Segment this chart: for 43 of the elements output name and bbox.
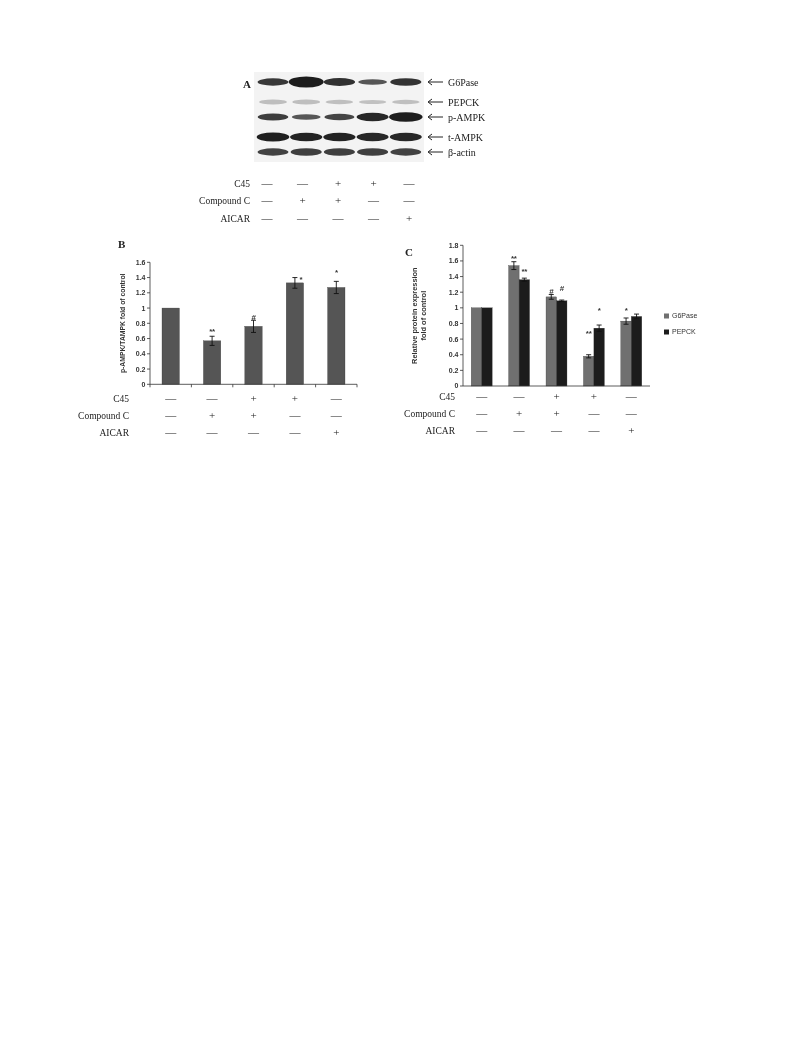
annotation: # <box>549 286 555 296</box>
text: A <box>243 78 251 90</box>
x-tick-label: + + — <box>247 392 260 438</box>
annotation: * <box>299 274 304 284</box>
annotation: ** <box>511 253 518 263</box>
annotation: * <box>624 306 629 316</box>
chart-title: B <box>118 238 126 250</box>
category-label: + + — <box>331 177 345 224</box>
x-tick-label: + + — <box>550 390 563 436</box>
category-label: p-AMPK <box>448 111 486 123</box>
text: Compound C <box>404 408 455 419</box>
category-label: — — — <box>260 177 274 224</box>
category-label: t-AMPK <box>448 131 484 143</box>
x-tick-label: + — — <box>587 390 601 436</box>
category-label: — — + <box>402 177 416 224</box>
annotation: # <box>251 312 257 322</box>
annotation: * <box>334 267 339 277</box>
x-tick-label: — — — <box>164 392 178 438</box>
annotation: # <box>559 284 565 294</box>
x-tick-label: — + — <box>205 392 219 438</box>
text: C45 <box>113 393 130 404</box>
text: Compound C <box>78 410 129 421</box>
category-label: + — — <box>367 177 380 224</box>
annotation: * <box>597 306 602 316</box>
x-tick-label: — + — <box>512 390 526 436</box>
text: AICAR <box>220 213 251 224</box>
x-tick-label: — — + <box>329 392 343 438</box>
text: Compound C <box>199 195 250 206</box>
chart-title: C <box>405 246 413 258</box>
text: AICAR <box>425 425 456 436</box>
text: AICAR <box>99 427 130 438</box>
category-label: β-actin <box>448 146 476 158</box>
text: C45 <box>439 391 456 402</box>
text: C45 <box>234 178 251 189</box>
category-label: G6Pase <box>448 76 479 88</box>
annotation: ** <box>209 326 217 336</box>
annotation: ** <box>521 267 529 277</box>
category-label: — + — <box>296 177 309 224</box>
x-tick-label: — — + <box>624 390 638 436</box>
category-label: PEPCK <box>448 96 480 108</box>
annotation: ** <box>585 329 593 339</box>
x-tick-label: — — — <box>475 390 489 436</box>
x-tick-label: + — — <box>288 392 302 438</box>
